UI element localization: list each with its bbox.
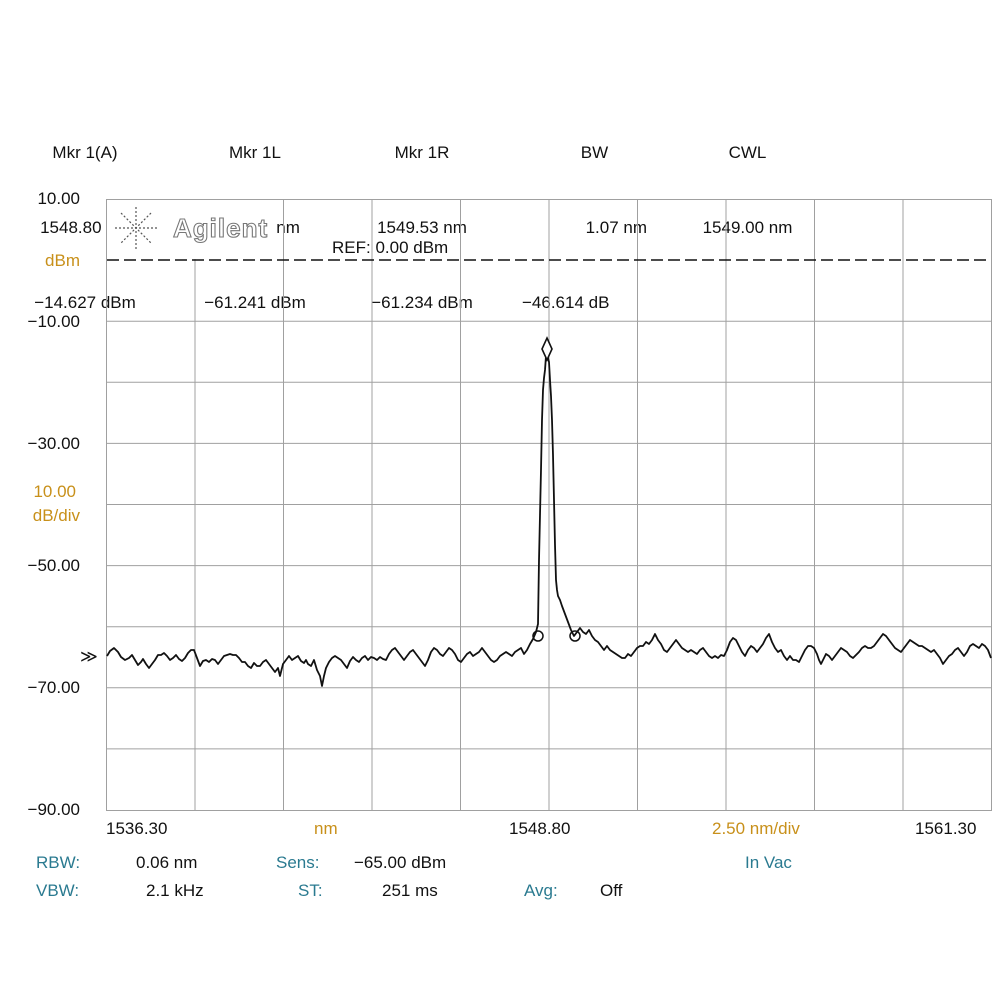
rbw-label: RBW: xyxy=(36,853,81,872)
marker-title: Mkr 1L xyxy=(229,143,281,162)
y-tick-label: −50.00 xyxy=(27,556,80,575)
spectrum-trace xyxy=(106,349,992,687)
marker-1r-readout: Mkr 1R 1549.53 nm −61.234 dBm xyxy=(357,90,487,365)
bw-title: BW xyxy=(580,143,609,162)
y-scale-unit: dB/div xyxy=(32,506,80,525)
marker-title: Mkr 1R xyxy=(394,143,450,162)
cwl-title: CWL xyxy=(728,143,767,162)
x-scale-label: 2.50 nm/div xyxy=(712,819,800,838)
marker-power: −14.627 dBm xyxy=(34,293,136,312)
st-value: 251 ms xyxy=(382,881,438,900)
y-unit-label: dBm xyxy=(45,251,80,270)
reference-level-label: REF: 0.00 dBm xyxy=(332,238,448,257)
marker-title: Mkr 1(A) xyxy=(52,143,118,162)
bw-width: 1.07 nm xyxy=(585,218,647,237)
y-tick-label: −10.00 xyxy=(27,312,80,331)
x-center-label: 1548.80 xyxy=(509,819,571,838)
plot-grid xyxy=(106,199,992,811)
y-tick-label: −70.00 xyxy=(27,678,80,697)
y-tick-label: 10.00 xyxy=(37,189,80,208)
agilent-spark-icon xyxy=(115,207,157,250)
vbw-value: 2.1 kHz xyxy=(146,881,204,900)
marker-1a-diamond-icon xyxy=(541,336,553,362)
x-unit-label: nm xyxy=(314,819,338,838)
bandwidth-readout: BW 1.07 nm −46.614 dB xyxy=(522,90,647,365)
sens-value: −65.00 dBm xyxy=(354,853,447,872)
sensitivity-arrow-icon: ≫ xyxy=(80,647,98,666)
agilent-logo: Agilent xyxy=(107,200,277,259)
marker-1r-circle-icon xyxy=(569,630,581,642)
marker-power: −61.234 dBm xyxy=(371,293,473,312)
y-scale-value: 10.00 xyxy=(33,482,76,501)
avg-label: Avg: xyxy=(524,881,558,900)
y-tick-label: −30.00 xyxy=(27,434,80,453)
x-stop-label: 1561.30 xyxy=(915,819,977,838)
cwl-readout: CWL 1549.00 nm xyxy=(685,90,810,290)
avg-value: Off xyxy=(600,881,623,900)
marker-1l-circle-icon xyxy=(532,630,544,642)
vbw-label: VBW: xyxy=(36,881,80,900)
x-start-label: 1536.30 xyxy=(106,819,168,838)
agilent-wordmark: Agilent xyxy=(173,213,268,243)
bw-level: −46.614 dB xyxy=(522,293,610,312)
cwl-value: 1549.00 nm xyxy=(702,218,793,237)
st-label: ST: xyxy=(298,881,323,900)
y-tick-label: −90.00 xyxy=(27,800,80,819)
sens-label: Sens: xyxy=(276,853,320,872)
rbw-value: 0.06 nm xyxy=(136,853,198,872)
marker-power: −61.241 dBm xyxy=(204,293,306,312)
medium-label: In Vac xyxy=(745,853,792,872)
